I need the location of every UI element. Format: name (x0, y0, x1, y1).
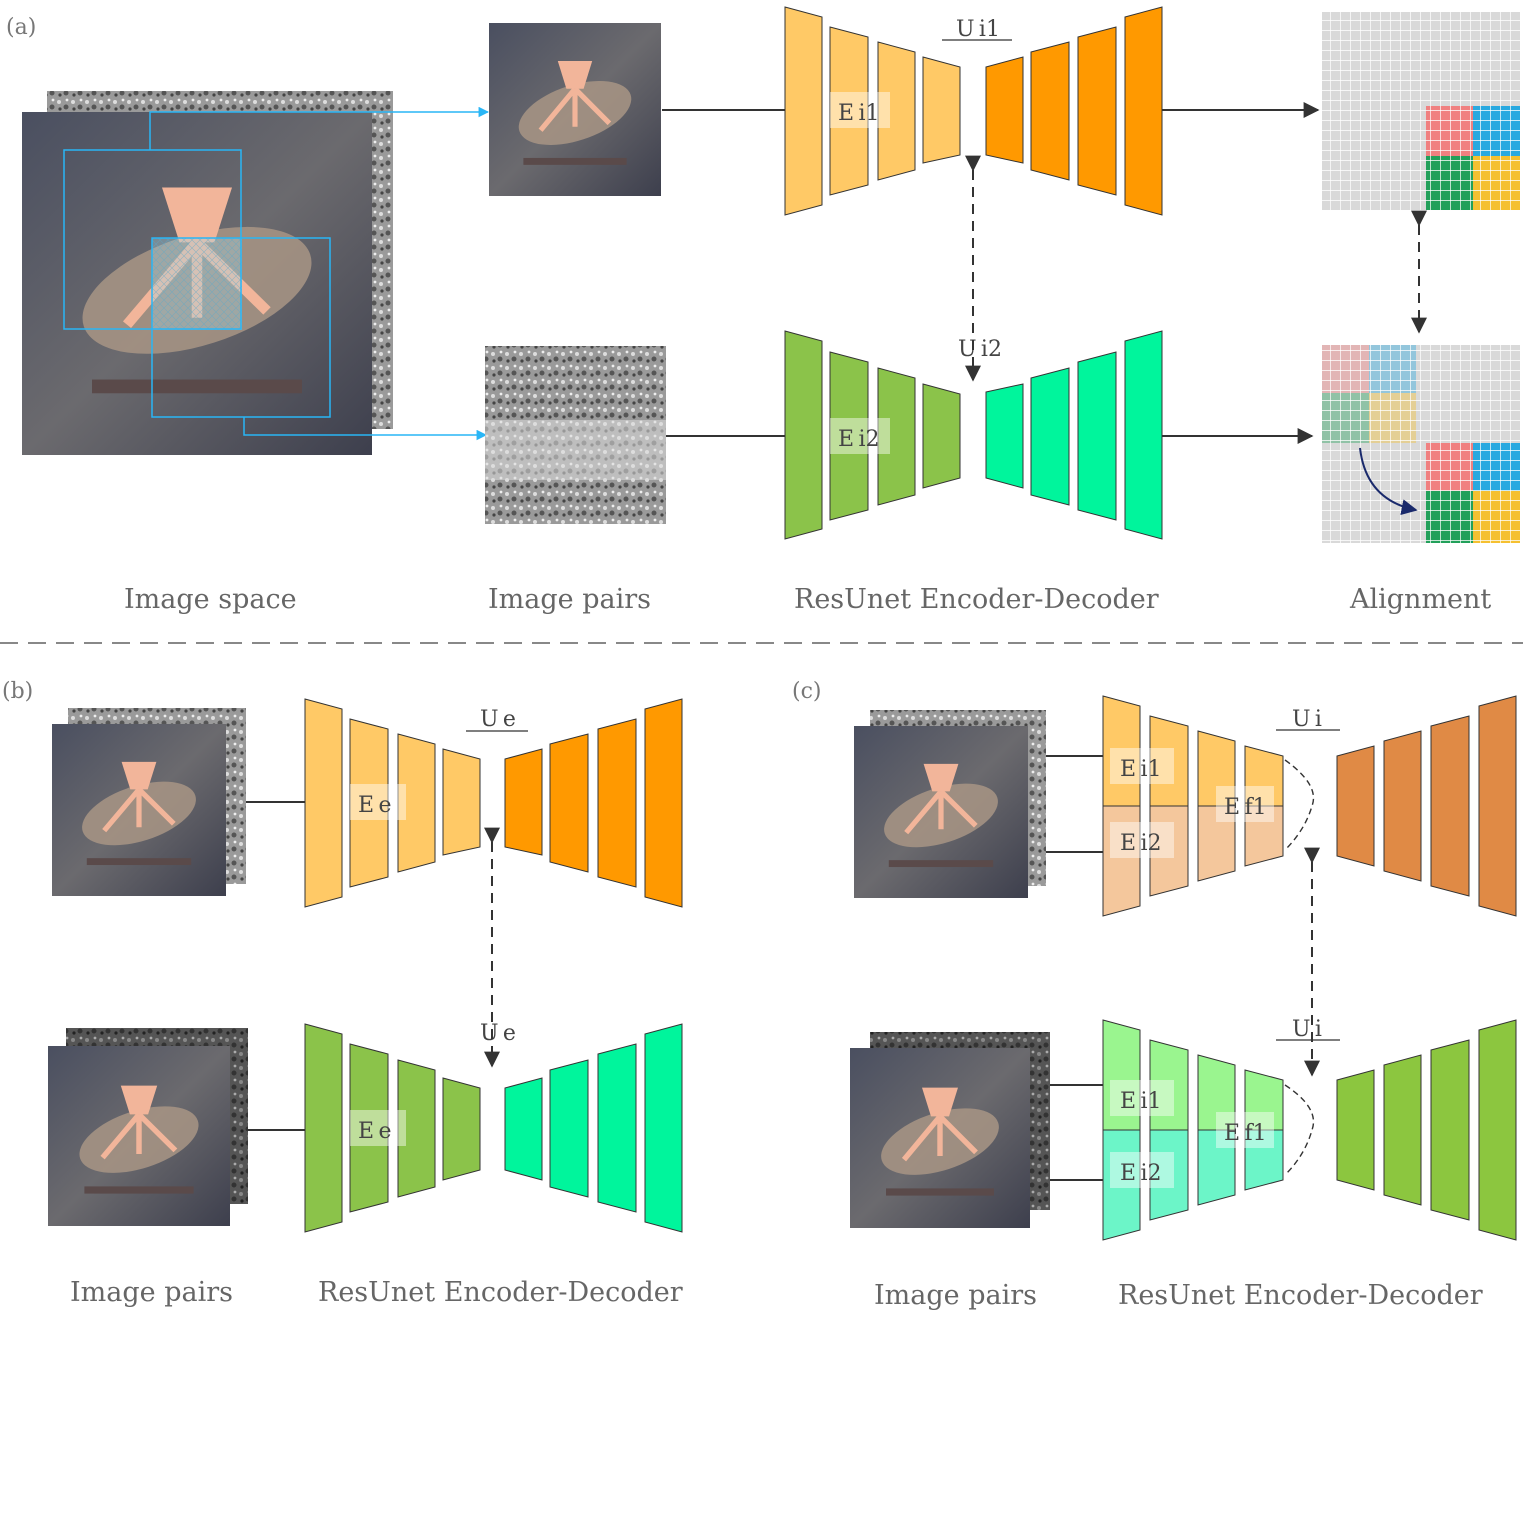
encoder-label: E i1 (838, 101, 880, 126)
decoder-block (1383, 1054, 1422, 1206)
encoder-label: E e (358, 793, 391, 818)
decoder-block (1430, 1039, 1470, 1221)
alignment-grid-top (1322, 12, 1520, 210)
u-label: U i (1292, 1017, 1322, 1042)
alignment-grid-bottom (1322, 345, 1520, 543)
encoder-block (304, 698, 343, 908)
encoder-block (1244, 805, 1284, 867)
decoder-block (597, 1043, 637, 1213)
decoder-block (1383, 730, 1422, 882)
decoder-block (1336, 1069, 1375, 1191)
u-label: U i2 (958, 337, 1002, 362)
fusion-label: E f1 (1224, 795, 1267, 820)
caption-encoder-decoder-c: ResUnet Encoder-Decoder (1118, 1280, 1483, 1311)
encoder-label-2: E i2 (1120, 831, 1162, 856)
decoder-block (1478, 1019, 1517, 1241)
network-a-top: E i1 U i1 (784, 6, 1163, 216)
decoder-block (1336, 745, 1375, 867)
u-label: U i (1292, 707, 1322, 732)
encoder-block (1102, 805, 1141, 917)
pair-image-optical (489, 23, 661, 196)
decoder-block (985, 383, 1024, 489)
encoder-label: E i2 (838, 427, 880, 452)
encoder-block (1197, 1129, 1236, 1206)
caption-alignment: Alignment (1349, 584, 1491, 615)
decoder-block (597, 718, 637, 888)
encoder-block (442, 1077, 481, 1181)
encoder-block (877, 41, 916, 181)
network-a-bottom: E i2 U i2 (784, 330, 1163, 540)
encoder-block (397, 1059, 436, 1198)
image-space (22, 91, 490, 455)
caption-image-space: Image space (124, 584, 297, 615)
encoder-label-1: E i1 (1120, 1089, 1162, 1114)
caption-image-pairs-b: Image pairs (70, 1277, 233, 1308)
decoder-block (1478, 695, 1517, 917)
pair-stack-b-bottom (48, 1028, 248, 1226)
encoder-block (829, 26, 869, 196)
fusion-label: E f1 (1224, 1121, 1267, 1146)
encoder-block (442, 748, 481, 856)
decoder-block (504, 1077, 543, 1181)
caption-image-pairs-a: Image pairs (488, 584, 651, 615)
encoder-block (922, 56, 961, 164)
network-c-bottom: E i1 E i2 E f1 U i (1102, 1017, 1517, 1241)
overlap-region (152, 238, 242, 330)
decoder-block (1430, 715, 1470, 897)
encoder-block (397, 733, 436, 873)
encoder-block (1149, 805, 1189, 897)
network-c-top: E i1 E i2 E f1 U i (1102, 695, 1517, 917)
encoder-block (1149, 1129, 1189, 1221)
decoder-block (644, 698, 683, 908)
pair-stack-c-bottom (850, 1032, 1050, 1228)
decoder-block (644, 1023, 683, 1233)
crop-arrow-bottom (243, 417, 488, 441)
encoder-block (877, 367, 916, 506)
u-label: U e (480, 1021, 516, 1046)
caption-image-pairs-c: Image pairs (874, 1280, 1037, 1311)
encoder-block (922, 383, 961, 489)
network-b-bottom: E e U e (304, 1021, 683, 1233)
panel-label-b: (b) (2, 679, 33, 704)
encoder-block (304, 1023, 343, 1233)
encoder-block (1244, 1129, 1284, 1191)
u-label: U i1 (956, 17, 1000, 42)
encoder-block (349, 1043, 389, 1213)
encoder-block (829, 351, 869, 521)
encoder-block (784, 6, 823, 216)
pair-stack-b-top (52, 708, 246, 896)
decoder-block (504, 748, 543, 856)
decoder-block (1124, 330, 1163, 540)
decoder-block (549, 1059, 589, 1198)
caption-encoder-decoder-a: ResUnet Encoder-Decoder (794, 584, 1159, 615)
encoder-block (349, 718, 389, 888)
encoder-label: E e (358, 1119, 391, 1144)
shift-arrow (1359, 447, 1418, 516)
decoder-block (1077, 351, 1117, 521)
panel-label-a: (a) (6, 15, 36, 40)
crop-box-2 (151, 237, 331, 418)
encoder-label-2: E i2 (1120, 1161, 1162, 1186)
decoder-block (549, 733, 589, 873)
decoder-block (1030, 367, 1070, 506)
panel-label-c: (c) (792, 679, 822, 704)
encoder-block (1102, 1129, 1141, 1241)
encoder-label-1: E i1 (1120, 757, 1162, 782)
decoder-block (1077, 26, 1117, 196)
decoder-block (1124, 6, 1163, 216)
pair-stack-c-top (854, 710, 1046, 898)
decoder-block (985, 56, 1024, 164)
encoder-block (1197, 805, 1236, 882)
network-b-top: E e U e (304, 698, 683, 908)
u-label: U e (480, 707, 516, 732)
caption-encoder-decoder-b: ResUnet Encoder-Decoder (318, 1277, 683, 1308)
encoder-block (784, 330, 823, 540)
decoder-block (1030, 41, 1070, 181)
